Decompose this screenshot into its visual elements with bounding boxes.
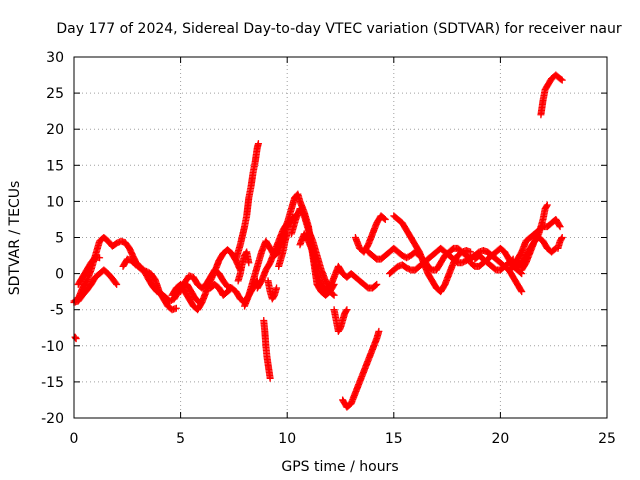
x-tick-label: 5: [176, 431, 185, 447]
series-track-09: [232, 140, 262, 263]
series-track-17: [287, 205, 338, 299]
data-point: [342, 307, 350, 315]
series-track-26: [471, 252, 517, 274]
data-point: [543, 201, 551, 209]
y-tick-label: -20: [41, 411, 64, 427]
series-track-01: [71, 333, 80, 343]
y-tick-label: -10: [41, 339, 64, 355]
data-point: [551, 245, 559, 253]
x-tick-label: 25: [598, 431, 616, 447]
data-point: [518, 288, 526, 296]
data-point: [273, 284, 281, 292]
data-point: [343, 306, 351, 314]
series-track-31: [554, 234, 566, 252]
data-point: [96, 254, 104, 262]
series-track-29: [518, 234, 560, 274]
data-point: [557, 75, 565, 83]
data-point: [266, 374, 274, 382]
y-tick-label: 15: [46, 158, 64, 174]
series-track-18: [296, 230, 381, 296]
data-point: [558, 235, 566, 243]
data-point: [373, 280, 381, 288]
x-tick-label: 0: [70, 431, 79, 447]
data-point: [254, 140, 262, 148]
chart-title: Day 177 of 2024, Sidereal Day-to-day VTE…: [56, 21, 622, 37]
series-track-12: [253, 219, 291, 292]
series-track-14: [264, 277, 281, 303]
series-track-04: [74, 253, 104, 288]
data-point: [112, 279, 120, 287]
data-point: [172, 304, 180, 312]
data-point: [555, 221, 563, 229]
series-track-30: [537, 71, 566, 119]
grid: [74, 57, 607, 418]
data-point: [556, 223, 564, 231]
y-tick-label: -15: [41, 375, 64, 391]
ticks: 0 5 10 15 20 25 -20 -15 -10 -5 0 5 10 15 20 25 30: [41, 50, 616, 447]
data-point: [330, 291, 338, 299]
x-axis-label: GPS time / hours: [281, 459, 398, 475]
data-point: [245, 259, 253, 267]
y-tick-label: 0: [55, 267, 64, 283]
y-tick-label: 10: [46, 194, 64, 210]
data-point: [517, 286, 525, 294]
data-point: [381, 215, 389, 223]
y-tick-label: 25: [46, 86, 64, 102]
y-tick-label: 5: [55, 231, 64, 247]
series-track-10: [234, 248, 253, 285]
series-track-06: [168, 246, 244, 314]
y-tick-label: -5: [50, 303, 64, 319]
data-point: [543, 202, 551, 210]
x-tick-label: 20: [491, 431, 509, 447]
x-tick-label: 10: [278, 431, 296, 447]
data-point: [380, 215, 388, 223]
series-track-21: [351, 212, 389, 256]
data-point: [558, 234, 566, 241]
data-point: [372, 281, 380, 289]
data-point: [113, 280, 121, 288]
data-point: [329, 290, 337, 298]
series-track-19: [330, 306, 351, 335]
data-marks: [70, 71, 566, 411]
data-point: [375, 327, 383, 335]
plot-frame: [73, 56, 608, 419]
series-track-20: [339, 327, 383, 411]
y-tick-label: 30: [46, 50, 64, 66]
series-track-24: [386, 244, 479, 278]
data-point: [558, 76, 566, 84]
series-track-13: [260, 317, 274, 382]
y-tick-label: 20: [46, 122, 64, 138]
series-track-15: [275, 230, 291, 270]
x-tick-label: 15: [385, 431, 403, 447]
y-axis-label: SDTVAR / TECUs: [7, 181, 23, 296]
